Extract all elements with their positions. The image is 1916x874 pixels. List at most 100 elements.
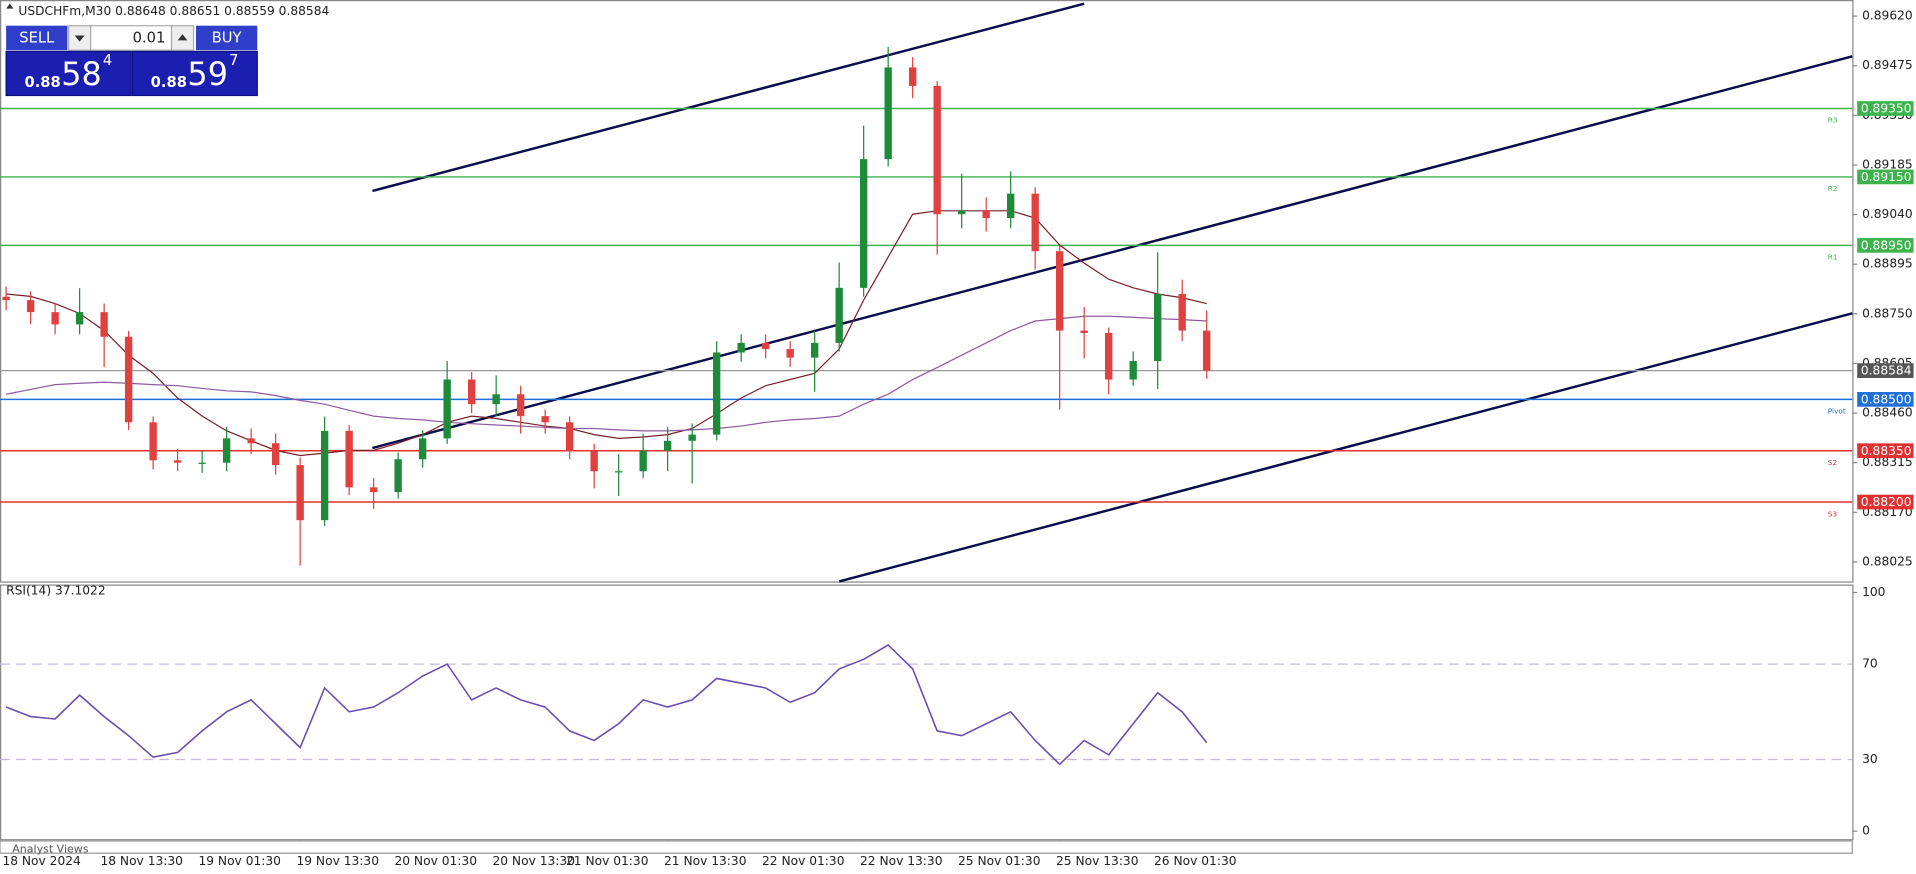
moving-average — [6, 210, 1207, 457]
candle-body — [1154, 293, 1162, 362]
level-label: 0.88200 — [1861, 495, 1912, 509]
level-label-box — [1857, 169, 1914, 185]
level-label: 0.88950 — [1861, 238, 1912, 252]
level-label-box — [1857, 494, 1914, 510]
moving-average — [6, 315, 1207, 432]
y-tick-label: 0.89040 — [1862, 207, 1913, 221]
current-price-box — [1857, 363, 1914, 378]
candle-body — [75, 312, 84, 325]
rsi-line — [5, 644, 1208, 766]
level-name: S2 — [1828, 458, 1837, 467]
overlay-layer: USDCHFm,M30 0.88648 0.88651 0.88559 0.88… — [0, 3, 1853, 856]
x-tick-label: 20 Nov 13:30 — [492, 854, 575, 868]
level-label: 0.89150 — [1861, 170, 1912, 184]
candle-body — [271, 443, 280, 466]
y-tick-label: 0.89620 — [1862, 9, 1913, 23]
candle-body — [761, 342, 770, 350]
candle-body — [688, 434, 696, 441]
candle-body — [173, 460, 182, 463]
down-arrow — [74, 35, 85, 42]
candle-body — [247, 438, 255, 444]
x-tick-label: 19 Nov 13:30 — [296, 854, 379, 868]
x-tick-label: 21 Nov 01:30 — [566, 854, 649, 868]
symbol-header: USDCHFm,M30 0.88648 0.88651 0.88559 0.88… — [18, 4, 329, 18]
candle-body — [541, 416, 549, 423]
sell-price-main: 58 — [61, 55, 102, 93]
buy-label: BUY — [212, 30, 242, 47]
candle-body — [149, 422, 157, 461]
sell-label: SELL — [19, 30, 55, 47]
candle-body — [1129, 361, 1137, 380]
buy-price-lead: 0.88 — [151, 74, 187, 91]
level-name: R2 — [1828, 184, 1838, 193]
up-arrow — [177, 34, 188, 41]
y-tick-label: 0.88315 — [1862, 455, 1913, 469]
candle-body — [198, 462, 206, 464]
candle-body — [908, 67, 917, 86]
candle-body — [810, 342, 819, 358]
level-label-box — [1857, 443, 1914, 459]
candle-body — [394, 459, 402, 493]
candle-body — [1031, 193, 1039, 252]
candle-body — [2, 296, 10, 301]
x-tick-label: 25 Nov 13:30 — [1056, 854, 1139, 868]
sell-price-frac: 4 — [103, 52, 112, 69]
buy-price-frac: 7 — [229, 52, 238, 69]
candle-body — [786, 349, 794, 358]
candle-body — [639, 450, 647, 472]
level-label-box — [1857, 392, 1914, 407]
level-label: 0.89350 — [1861, 102, 1912, 116]
candle-body — [933, 85, 941, 215]
y-tick-label: 0.88895 — [1862, 257, 1913, 271]
candle-body — [982, 210, 990, 218]
footer-tab[interactable]: Analyst Views — [12, 843, 89, 856]
level-label: 0.88350 — [1861, 444, 1912, 458]
candle-body — [712, 352, 721, 435]
candle-body — [835, 287, 843, 343]
x-tick-label: 19 Nov 01:30 — [198, 854, 281, 868]
level-name: R1 — [1828, 253, 1838, 262]
level-label: 0.88500 — [1861, 392, 1912, 406]
trend-line — [372, 2, 1085, 193]
candle-body — [418, 438, 427, 460]
candle-body — [1178, 293, 1186, 331]
candle-body — [51, 312, 59, 325]
level-label-box — [1857, 101, 1914, 116]
candle-body — [663, 440, 672, 451]
footer-tab-bar — [0, 840, 1853, 854]
x-tick-label: 18 Nov 13:30 — [100, 854, 183, 868]
candle-body — [1203, 330, 1211, 371]
sell-price-box[interactable] — [5, 50, 132, 97]
buy-price-box[interactable] — [131, 50, 258, 97]
candle-body — [320, 430, 329, 521]
x-tick-label: 25 Nov 01:30 — [958, 854, 1041, 868]
collapse-arrow[interactable] — [6, 3, 14, 9]
x-tick-label: 21 Nov 13:30 — [664, 854, 747, 868]
sell-price-lead: 0.88 — [25, 74, 61, 91]
candle-body — [859, 159, 868, 288]
y-tick-label: 0.89185 — [1862, 157, 1913, 171]
level-label-box — [1857, 238, 1914, 253]
candle-body — [590, 450, 598, 472]
current-price-label: 0.88584 — [1861, 364, 1912, 378]
trend-line — [838, 312, 1853, 583]
rsi-title: RSI(14) 37.1022 — [6, 584, 106, 598]
sell-button[interactable] — [6, 25, 68, 51]
lot-value: 0.01 — [133, 30, 166, 47]
x-tick-label: 20 Nov 01:30 — [394, 854, 477, 868]
x-tick-label: 22 Nov 01:30 — [762, 854, 845, 868]
candle-body — [1080, 330, 1088, 333]
buy-button[interactable] — [196, 25, 258, 51]
level-name: R3 — [1828, 116, 1838, 125]
x-tick-label: 26 Nov 01:30 — [1154, 854, 1237, 868]
candle-body — [467, 379, 476, 405]
candle-body — [565, 422, 574, 451]
level-name: Pivot — [1828, 407, 1846, 416]
x-tick-label: 18 Nov 2024 — [2, 854, 81, 868]
x-tick-label: 22 Nov 13:30 — [860, 854, 943, 868]
candle-body — [443, 379, 451, 439]
y-tick-label: 70 — [1862, 657, 1878, 671]
rsi-panel-frame — [0, 584, 1854, 841]
y-tick-label: 0.88460 — [1862, 406, 1913, 420]
